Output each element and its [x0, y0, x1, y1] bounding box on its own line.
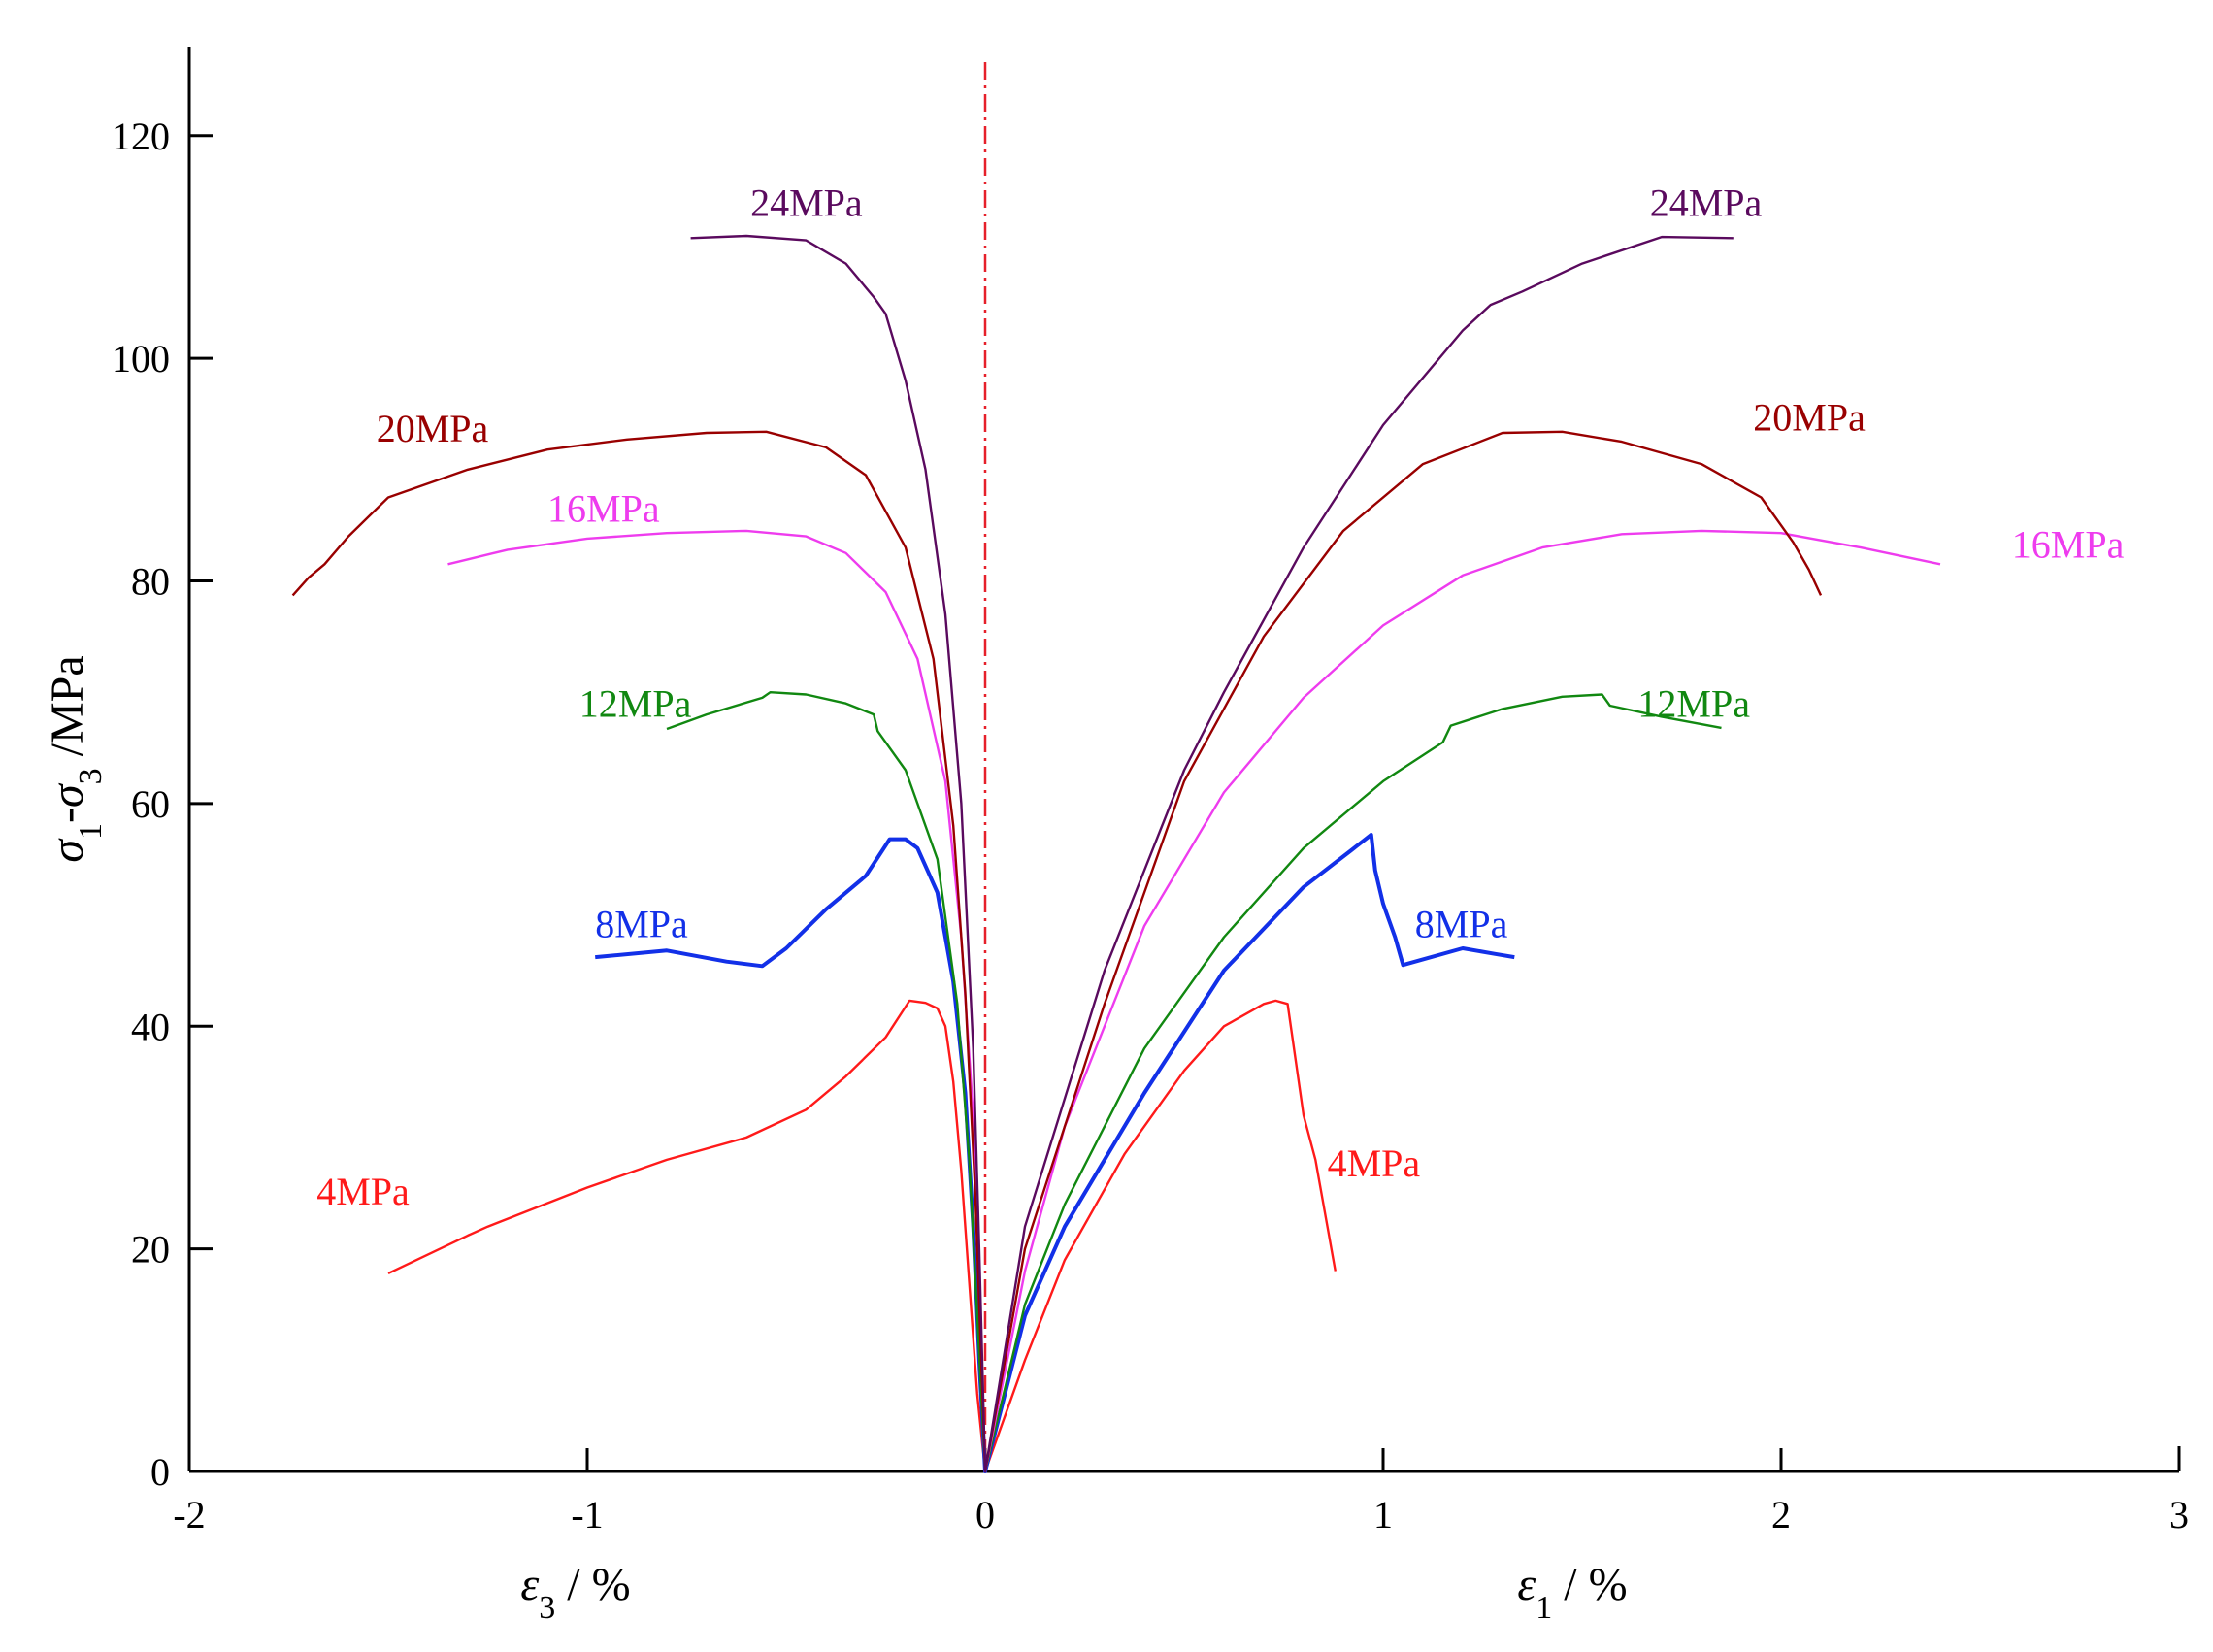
x-axis-label-right-sub: 1: [1536, 1590, 1552, 1626]
series-label-right-4mpa: 4MPa: [1328, 1141, 1421, 1185]
y-axis-label-sigma3: -σ: [42, 782, 93, 823]
series-label-left-12mpa: 12MPa: [579, 681, 692, 725]
y-axis-label-unit: /MPa: [42, 655, 93, 768]
y-axis-label-sub3: 3: [73, 768, 109, 784]
series-label-left-4mpa: 4MPa: [316, 1170, 410, 1213]
series-label-right-12mpa: 12MPa: [1637, 681, 1750, 725]
x-axis-label-left-eps: ε: [520, 1559, 539, 1610]
x-tick-label: -1: [571, 1493, 603, 1536]
series-label-right-16mpa: 16MPa: [2012, 522, 2125, 566]
series-line-12mpa: [666, 691, 1722, 1473]
x-axis-label-right-eps: ε: [1517, 1559, 1536, 1610]
series-label-right-8mpa: 8MPa: [1415, 903, 1508, 946]
y-tick-label: 100: [112, 337, 170, 380]
x-tick-label: 0: [975, 1493, 995, 1536]
x-axis-label-right-unit: / %: [1552, 1559, 1627, 1610]
series-line-20mpa: [291, 430, 1823, 1473]
series-line-4mpa: [387, 999, 1337, 1473]
y-axis-label-sub1: 1: [73, 823, 109, 840]
series-layer: [291, 234, 1941, 1473]
x-axis-label-left: ε3 / %: [520, 1559, 630, 1626]
series-label-right-20mpa: 20MPa: [1753, 396, 1866, 440]
x-tick-label: -2: [173, 1493, 205, 1536]
y-tick-label: 120: [112, 115, 170, 158]
y-tick-label: 60: [131, 782, 170, 826]
series-label-left-24mpa: 24MPa: [750, 181, 863, 224]
y-tick-label: 0: [150, 1450, 170, 1494]
y-tick-label: 80: [131, 560, 170, 604]
x-axis-label-left-unit: / %: [555, 1559, 630, 1610]
y-axis-label-sigma1: σ: [42, 838, 93, 863]
y-tick-label: 20: [131, 1228, 170, 1272]
series-label-left-20mpa: 20MPa: [377, 407, 489, 450]
plot-area: [187, 47, 2181, 1473]
x-tick-label: 3: [2169, 1493, 2189, 1536]
series-line-16mpa: [447, 529, 1941, 1473]
x-tick-label: 2: [1771, 1493, 1791, 1536]
axis-ticks: -2 -1 0 1 2 3 0 20 40 60 80 100 120: [112, 115, 2189, 1536]
x-tick-label: 1: [1373, 1493, 1393, 1536]
y-axis-label: σ1-σ3 /MPa: [42, 655, 109, 862]
x-axis-label-right: ε1 / %: [1517, 1559, 1627, 1626]
series-label-left-16mpa: 16MPa: [547, 487, 660, 531]
series-labels-layer: 4MPa 4MPa 8MPa 8MPa 12MPa 12MPa 16MPa 16MPa 20MP…: [316, 181, 2124, 1212]
series-line-24mpa: [690, 234, 1734, 1473]
series-label-left-8mpa: 8MPa: [595, 903, 688, 946]
x-axis-label-left-sub: 3: [539, 1590, 555, 1626]
y-tick-label: 40: [131, 1005, 170, 1048]
series-label-right-24mpa: 24MPa: [1650, 181, 1763, 224]
